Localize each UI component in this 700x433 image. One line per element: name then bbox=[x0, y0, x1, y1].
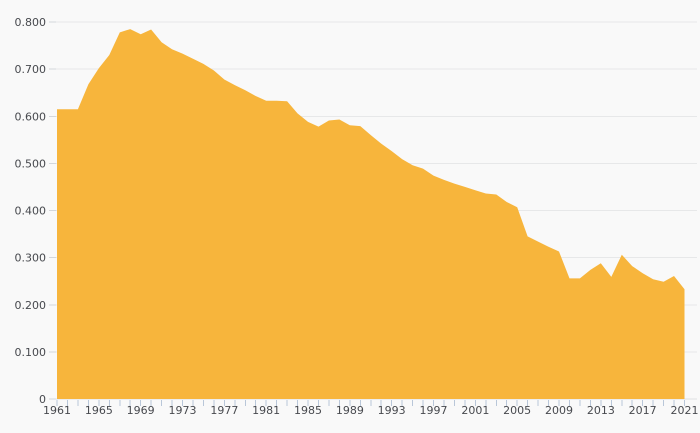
x-axis-tick-label: 1961 bbox=[43, 404, 71, 417]
x-axis-tick-label: 2001 bbox=[461, 404, 489, 417]
y-axis-tick-label: 0.300 bbox=[15, 252, 47, 265]
y-axis-tick-label: 0.500 bbox=[15, 157, 47, 170]
x-axis-tick-label: 1969 bbox=[127, 404, 155, 417]
x-axis-tick-label: 2009 bbox=[545, 404, 573, 417]
x-axis-tick-label: 2013 bbox=[587, 404, 615, 417]
x-axis-tick-label: 1981 bbox=[252, 404, 280, 417]
y-axis-tick-label: 0.200 bbox=[15, 299, 47, 312]
x-axis-tick-label: 2005 bbox=[503, 404, 531, 417]
x-axis-tick-label: 1993 bbox=[378, 404, 406, 417]
x-axis-tick-label: 1977 bbox=[210, 404, 238, 417]
x-axis-tick-label: 1973 bbox=[169, 404, 197, 417]
x-axis-tick-label: 2017 bbox=[629, 404, 657, 417]
area-series bbox=[57, 29, 685, 399]
y-axis-tick-label: 0.400 bbox=[15, 205, 47, 218]
x-axis-tick-label: 1965 bbox=[85, 404, 113, 417]
x-axis-tick-label: 1989 bbox=[336, 404, 364, 417]
y-axis-tick-label: 0.100 bbox=[15, 346, 47, 359]
y-axis-tick-label: 0.600 bbox=[15, 110, 47, 123]
y-axis-tick-label: 0.700 bbox=[15, 63, 47, 76]
x-axis-tick-label: 1985 bbox=[294, 404, 322, 417]
x-axis-tick-label: 2021 bbox=[671, 404, 699, 417]
x-axis-tick-label: 1997 bbox=[420, 404, 448, 417]
y-axis-tick-label: 0.800 bbox=[15, 16, 47, 29]
y-axis-tick-label: 0 bbox=[39, 393, 46, 406]
